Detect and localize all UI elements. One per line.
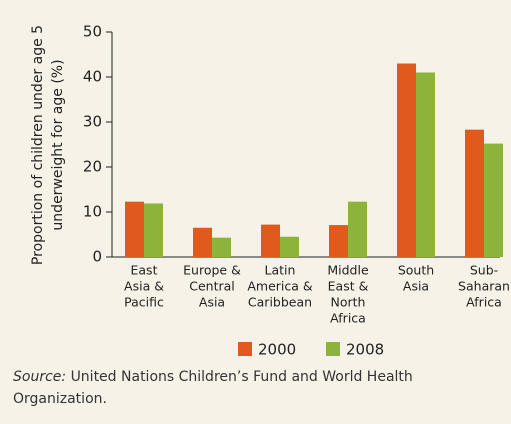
bar: [280, 236, 299, 257]
legend-label: 2008: [346, 341, 384, 359]
y-tick-label: 20: [83, 158, 102, 176]
bar: [416, 72, 435, 257]
bar: [212, 237, 231, 257]
y-tick-label: 10: [83, 203, 102, 221]
legend-swatch: [238, 342, 252, 356]
x-tick-label: Central: [189, 279, 235, 294]
x-tick-label: Saharan: [458, 279, 510, 294]
x-tick-label: Asia &: [124, 279, 164, 294]
x-tick-label: Asia: [199, 295, 225, 310]
x-tick-label: South: [398, 263, 434, 278]
y-tick-label: 0: [92, 248, 102, 266]
x-tick-label: Sub-: [470, 263, 498, 278]
x-tick-label: East: [131, 263, 158, 278]
x-tick-label: North: [331, 295, 366, 310]
x-tick-label: Latin: [265, 263, 296, 278]
bar: [397, 63, 416, 257]
x-tick-label: Middle: [327, 263, 369, 278]
x-tick-label: Africa: [466, 295, 502, 310]
y-axis-label: Proportion of children under age 5: [30, 25, 46, 265]
x-tick-label: Caribbean: [248, 295, 312, 310]
y-tick-label: 50: [83, 23, 102, 41]
bar: [144, 203, 163, 257]
x-tick-label: Europe &: [183, 263, 241, 278]
x-tick-label: Africa: [330, 311, 366, 326]
y-tick-label: 30: [83, 113, 102, 131]
source: Source: United Nations Children’s Fund a…: [13, 366, 473, 410]
x-tick-label: Asia: [403, 279, 429, 294]
source-text: United Nations Children’s Fund and World…: [13, 369, 413, 407]
y-axis-label: underweight for age (%): [50, 59, 66, 230]
x-tick-label: East &: [328, 279, 369, 294]
x-tick-label: America &: [247, 279, 313, 294]
legend-label: 2000: [258, 341, 296, 359]
legend-swatch: [326, 342, 340, 356]
chart: 0 10 20 30 40 50 Proportion of children under …: [30, 23, 510, 359]
y-tick-label: 40: [83, 68, 102, 86]
bar: [261, 224, 280, 257]
bar: [465, 129, 484, 257]
source-label: Source:: [13, 369, 67, 385]
bar: [484, 143, 503, 257]
x-tick-label: Pacific: [124, 295, 164, 310]
bar: [348, 201, 367, 257]
bar: [329, 225, 348, 257]
bar: [125, 201, 144, 257]
bar: [193, 227, 212, 257]
